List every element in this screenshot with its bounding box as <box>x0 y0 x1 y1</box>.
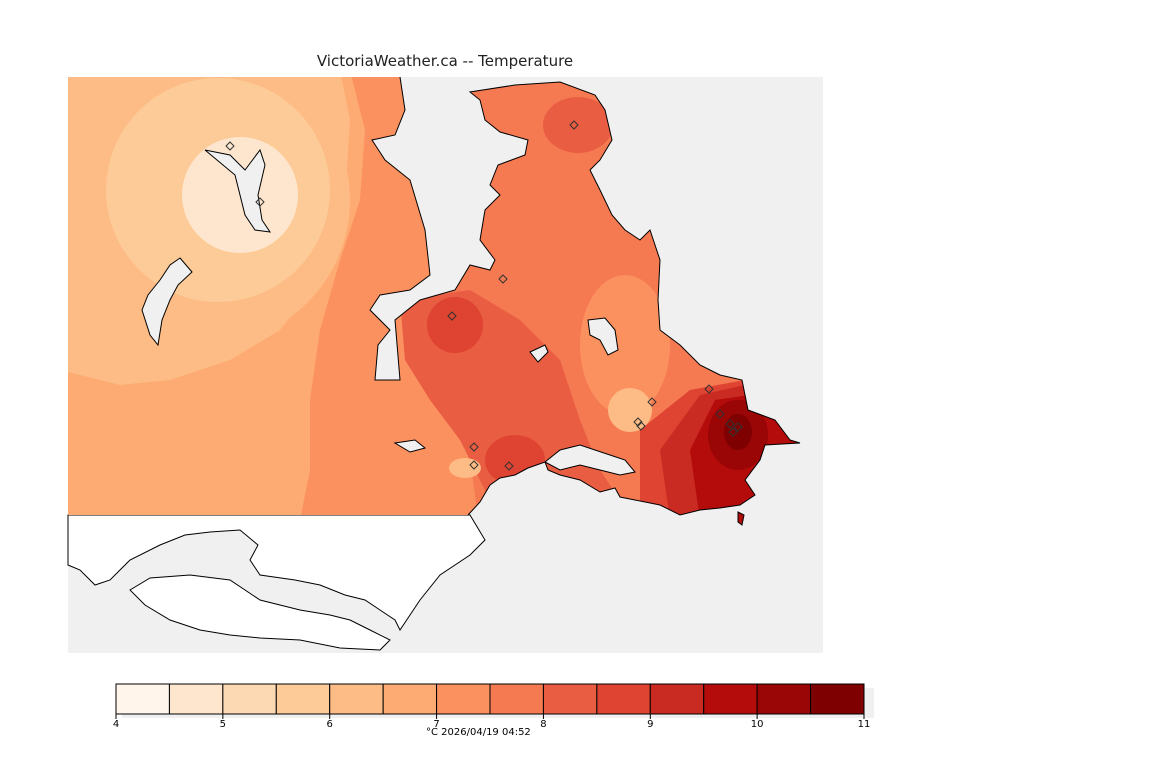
diamond-icon[interactable] <box>704 384 714 394</box>
diamond-icon[interactable] <box>647 397 657 407</box>
legend-swatch <box>222 683 277 715</box>
diamond-icon[interactable] <box>715 409 725 419</box>
diamond-icon[interactable] <box>725 419 735 429</box>
lake-west <box>141 257 193 347</box>
legend-tick-label: 6 <box>327 719 333 730</box>
legend-swatch <box>596 683 651 715</box>
legend-tick-label: 7 <box>433 719 439 730</box>
lake-east <box>587 317 619 356</box>
legend-swatch <box>329 683 384 715</box>
legend-swatch <box>382 683 438 715</box>
legend-swatch <box>649 683 705 715</box>
legend-tick-label: 4 <box>113 719 119 730</box>
diamond-icon[interactable] <box>636 421 646 431</box>
diamond-icon[interactable] <box>469 442 479 452</box>
legend-swatch <box>810 683 865 715</box>
diamond-icon[interactable] <box>733 422 743 432</box>
lake-south-west <box>393 439 427 453</box>
diamond-icon[interactable] <box>225 141 235 151</box>
legend-swatch <box>542 683 598 715</box>
stations <box>225 120 743 471</box>
south-land <box>67 514 486 631</box>
legend-swatch <box>115 683 170 715</box>
diamond-icon[interactable] <box>469 460 479 470</box>
legend-ticks: 4 5 6 7 8 9 10 11 <box>113 714 871 730</box>
lake-north <box>204 148 272 233</box>
legend-tick-label: 10 <box>751 719 764 730</box>
diamond-icon[interactable] <box>728 427 738 437</box>
legend-swatch <box>168 683 224 715</box>
legend-tick-label: 8 <box>540 719 546 730</box>
legend-swatch <box>489 683 544 715</box>
legend-swatch <box>275 683 331 715</box>
legend-swatch <box>436 683 491 715</box>
map-title: VictoriaWeather.ca -- Temperature <box>316 52 574 70</box>
diamond-icon[interactable] <box>447 311 457 321</box>
diamond-icon[interactable] <box>504 461 514 471</box>
diamond-icon[interactable] <box>633 417 643 427</box>
south-island <box>129 574 391 651</box>
lake-central <box>529 344 549 363</box>
island-east <box>737 511 745 526</box>
legend-tick-label: 5 <box>220 719 226 730</box>
legend-caption: °C 2026/04/19 04:52 <box>426 727 531 738</box>
diamond-icon[interactable] <box>569 120 579 130</box>
legend-swatch <box>703 683 758 715</box>
coastline <box>369 76 801 516</box>
diamond-icon[interactable] <box>255 197 265 207</box>
legend-bars <box>115 683 874 718</box>
inlet-harbour <box>544 444 636 476</box>
legend-tick-label: 9 <box>647 719 653 730</box>
legend-swatch <box>756 683 812 715</box>
diamond-icon[interactable] <box>498 274 508 284</box>
legend-tick-label: 11 <box>858 719 871 730</box>
